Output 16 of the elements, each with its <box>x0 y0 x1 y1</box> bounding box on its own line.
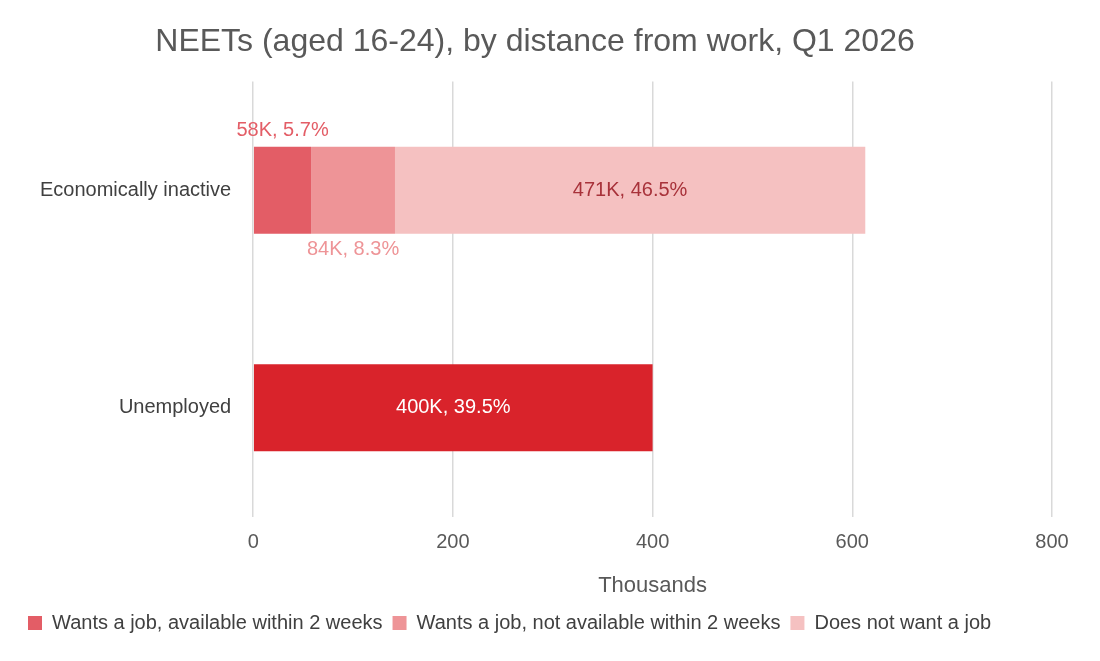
y-tick-label: Economically inactive <box>39 177 232 200</box>
annotation: 471K, 46.5% <box>572 177 688 200</box>
x-tick-label: 800 <box>1035 530 1069 553</box>
x-tick-label: 600 <box>835 530 869 553</box>
x-axis-title: Thousands <box>598 571 708 597</box>
legend-label: Wants a job, available within 2 weeks <box>52 610 383 633</box>
legend-label: Wants a job, not available within 2 weeks <box>416 610 781 633</box>
annotation: 58K, 5.7% <box>236 118 329 141</box>
annotation: 400K, 39.5% <box>396 395 511 418</box>
annotation: 84K, 8.3% <box>306 237 400 260</box>
chart-title: NEETs (aged 16-24), by distance from work, Q1 2026 <box>155 22 915 59</box>
x-tick-label: 400 <box>635 530 670 553</box>
y-tick-label: Unemployed <box>118 395 232 418</box>
x-tick-label: 0 <box>247 530 259 553</box>
x-tick-label: 200 <box>436 530 470 553</box>
legend-label: Does not want a job <box>814 610 992 633</box>
